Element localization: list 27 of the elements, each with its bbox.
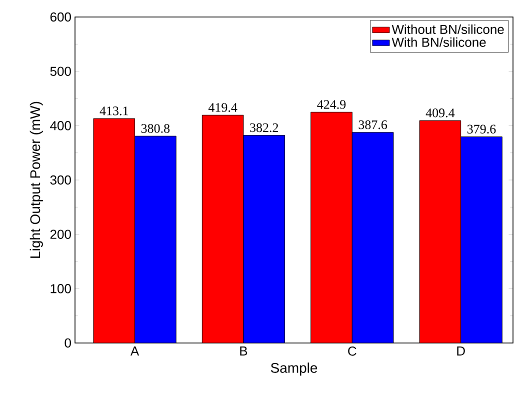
data-label: 424.9 <box>317 100 346 109</box>
y-tick-label: 400 <box>50 121 71 130</box>
data-label: 380.8 <box>141 124 170 133</box>
data-label: 387.6 <box>358 120 388 130</box>
legend-label: With BN/silicone <box>392 37 486 47</box>
data-label: 413.1 <box>100 106 128 116</box>
data-label: 409.4 <box>426 108 455 118</box>
y-tick-label: 100 <box>50 284 71 294</box>
x-tick-label: A <box>130 346 140 356</box>
data-label: 379.6 <box>467 124 496 134</box>
bar <box>202 114 244 343</box>
y-axis-title: Light Output Power (mW) <box>30 102 43 258</box>
x-axis-title: Sample <box>270 362 318 376</box>
y-tick-label: 300 <box>50 175 71 185</box>
bar <box>419 120 462 343</box>
data-label: 382.2 <box>250 123 278 132</box>
x-tick-label: D <box>457 346 465 356</box>
y-tick-label: 0 <box>64 338 71 348</box>
y-tick-label: 600 <box>50 12 71 22</box>
bar <box>93 118 136 343</box>
x-tick-label: C <box>348 346 356 356</box>
x-tick-label: B <box>240 346 248 356</box>
legend-label: Without BN/silicone <box>392 24 504 34</box>
y-tick-label: 200 <box>50 230 71 239</box>
data-label: 419.4 <box>208 103 238 112</box>
bar <box>310 112 352 343</box>
y-tick-label: 500 <box>50 66 71 76</box>
